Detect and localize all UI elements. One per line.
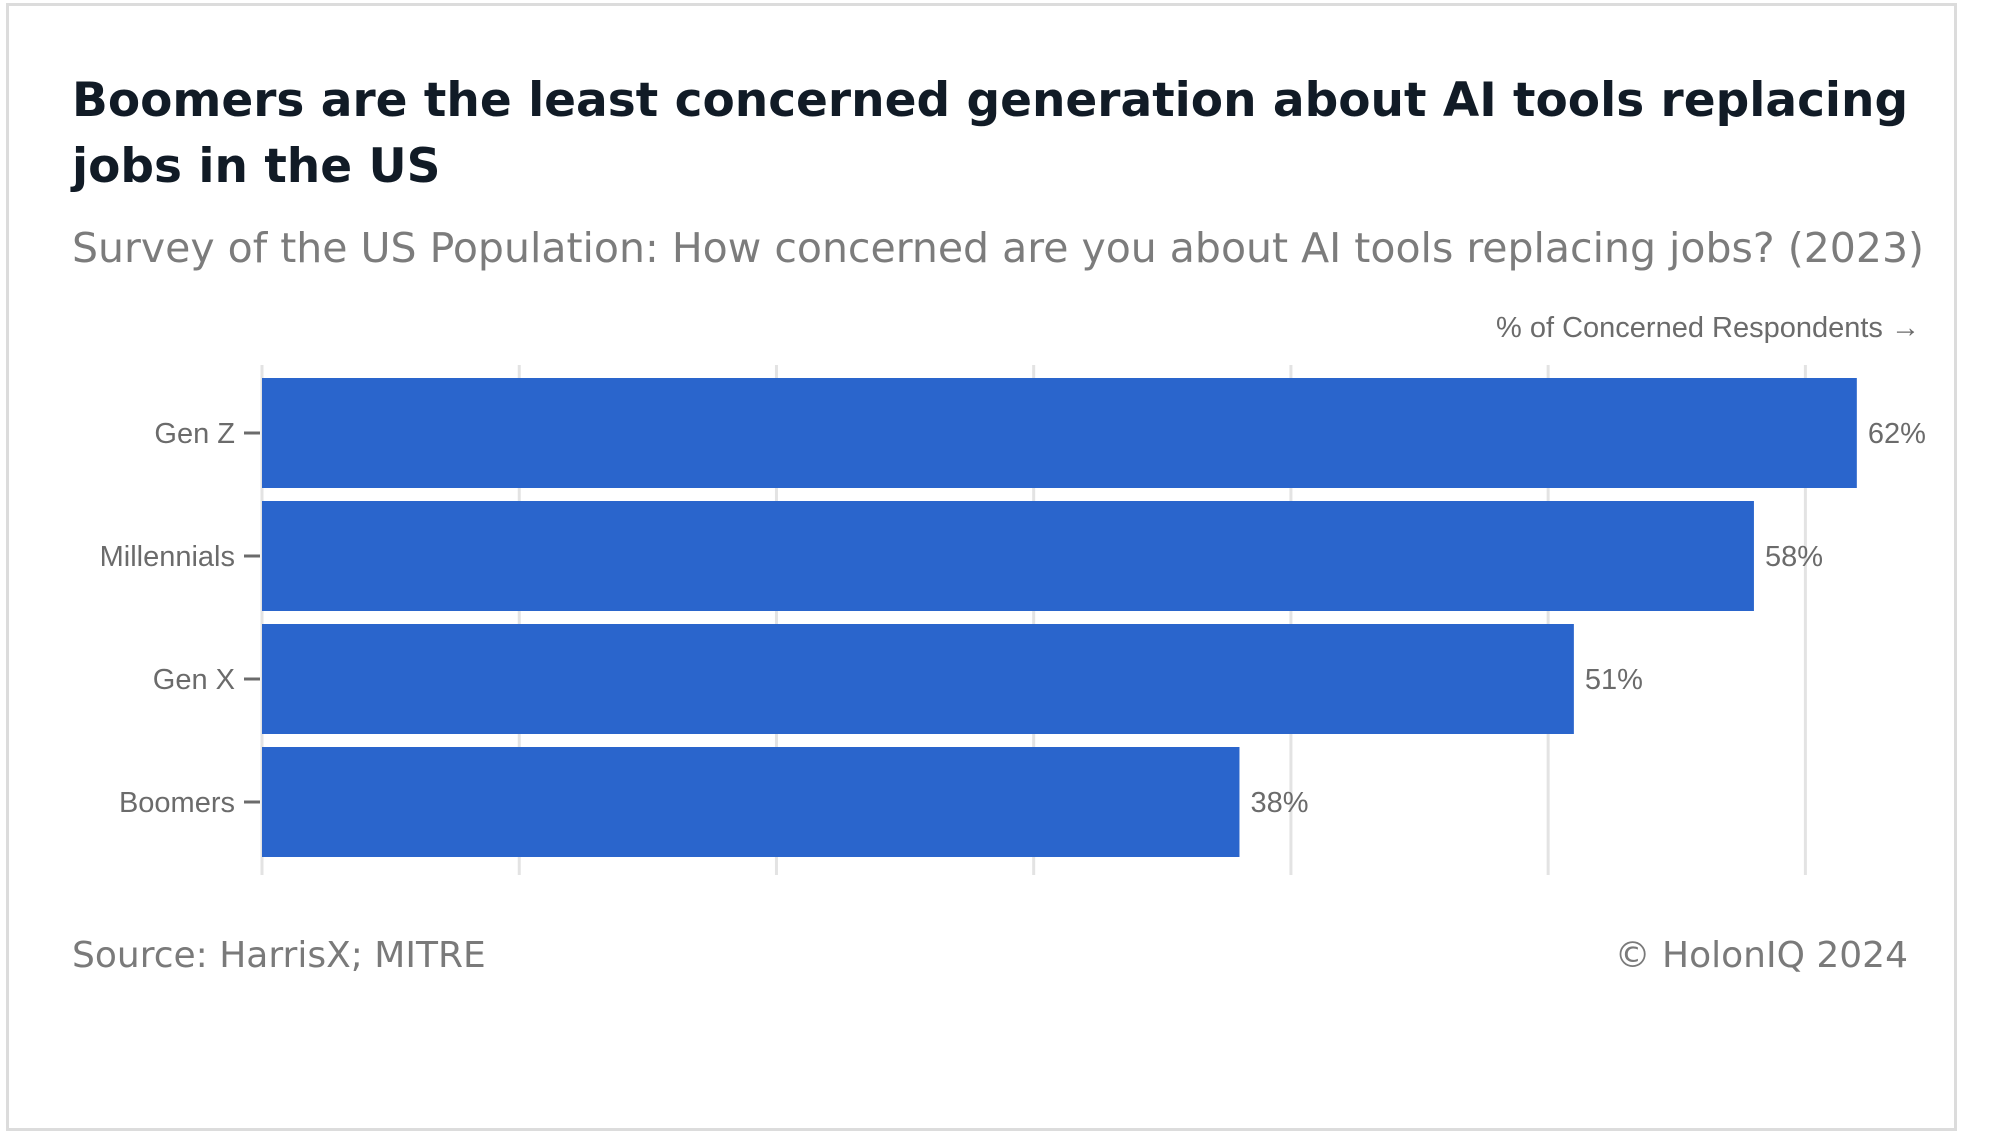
value-label: 51% bbox=[1585, 664, 1643, 696]
category-label: Gen Z bbox=[154, 418, 235, 450]
value-label: 38% bbox=[1250, 787, 1308, 819]
bar bbox=[262, 378, 1857, 488]
value-label: 62% bbox=[1868, 418, 1926, 450]
bars bbox=[262, 378, 1857, 857]
copyright-note: © HolonIQ 2024 bbox=[1614, 935, 1908, 976]
chart-title: Boomers are the least concerned generati… bbox=[72, 73, 1909, 194]
x-axis-title: % of Concerned Respondents → bbox=[1496, 312, 1920, 344]
category-label: Boomers bbox=[119, 787, 235, 819]
labels: Gen Z 62% Millennials 58% Gen X 51% Boomers 38% bbox=[100, 418, 1926, 819]
bar bbox=[262, 624, 1574, 734]
category-label: Millennials bbox=[100, 541, 235, 573]
source-note: Source: HarrisX; MITRE bbox=[72, 935, 486, 976]
bar-chart: Gen Z 62% Millennials 58% Gen X 51% Boomers 38%… bbox=[100, 312, 1926, 875]
bar bbox=[262, 747, 1240, 857]
chart-subtitle: Survey of the US Population: How concern… bbox=[72, 224, 1925, 272]
category-label: Gen X bbox=[153, 664, 235, 696]
bar bbox=[262, 501, 1754, 611]
value-label: 58% bbox=[1765, 541, 1823, 573]
